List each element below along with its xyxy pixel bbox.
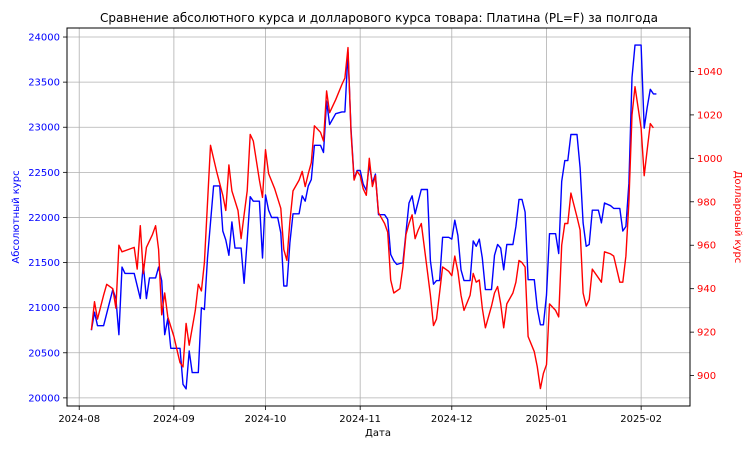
left-y-tick-label: 20500 bbox=[28, 348, 60, 359]
right-y-tick-label: 940 bbox=[697, 284, 716, 295]
x-tick-label: 2025-02 bbox=[620, 414, 662, 425]
right-y-tick-label: 1040 bbox=[697, 67, 722, 78]
left-y-tick-label: 22000 bbox=[28, 213, 60, 224]
dollar-price-line bbox=[90, 46, 654, 390]
right-y-tick-label: 960 bbox=[697, 241, 716, 252]
right-y-tick-label: 1020 bbox=[697, 110, 722, 121]
x-axis: 2024-08 2024-09 2024-10 2024-11 2024-12 2025-… bbox=[58, 406, 662, 425]
right-y-tick-label: 980 bbox=[697, 197, 716, 208]
absolute-price-line bbox=[90, 44, 657, 390]
left-y-axis: 20000 20500 21000 21500 22000 22500 23000 23500… bbox=[28, 33, 67, 404]
grid-lines bbox=[67, 28, 690, 406]
chart-title: Сравнение абсолютного курса и долларовог… bbox=[100, 11, 658, 25]
left-y-tick-label: 20000 bbox=[28, 393, 60, 404]
left-y-tick-label: 21000 bbox=[28, 303, 60, 314]
right-y-axis-label: Долларовый курс bbox=[732, 171, 743, 264]
left-y-axis-label: Абсолютный курс bbox=[11, 170, 22, 263]
left-y-tick-label: 23500 bbox=[28, 78, 60, 89]
x-axis-label: Дата bbox=[365, 428, 391, 439]
left-y-tick-label: 22500 bbox=[28, 168, 60, 179]
x-tick-label: 2024-12 bbox=[431, 414, 473, 425]
left-y-tick-label: 24000 bbox=[28, 33, 60, 44]
x-tick-label: 2025-01 bbox=[526, 414, 568, 425]
left-y-tick-label: 23000 bbox=[28, 123, 60, 134]
right-y-tick-label: 900 bbox=[697, 371, 716, 382]
right-y-tick-label: 920 bbox=[697, 328, 716, 339]
left-y-tick-label: 21500 bbox=[28, 258, 60, 269]
right-y-tick-label: 1000 bbox=[697, 154, 722, 165]
series-layer bbox=[90, 44, 657, 390]
x-tick-label: 2024-08 bbox=[58, 414, 100, 425]
x-tick-label: 2024-09 bbox=[153, 414, 195, 425]
right-y-axis: 900 920 940 960 980 1000 1020 1040 bbox=[690, 67, 722, 382]
x-tick-label: 2024-11 bbox=[339, 414, 381, 425]
x-tick-label: 2024-10 bbox=[245, 414, 287, 425]
plot-frame bbox=[66, 27, 691, 407]
